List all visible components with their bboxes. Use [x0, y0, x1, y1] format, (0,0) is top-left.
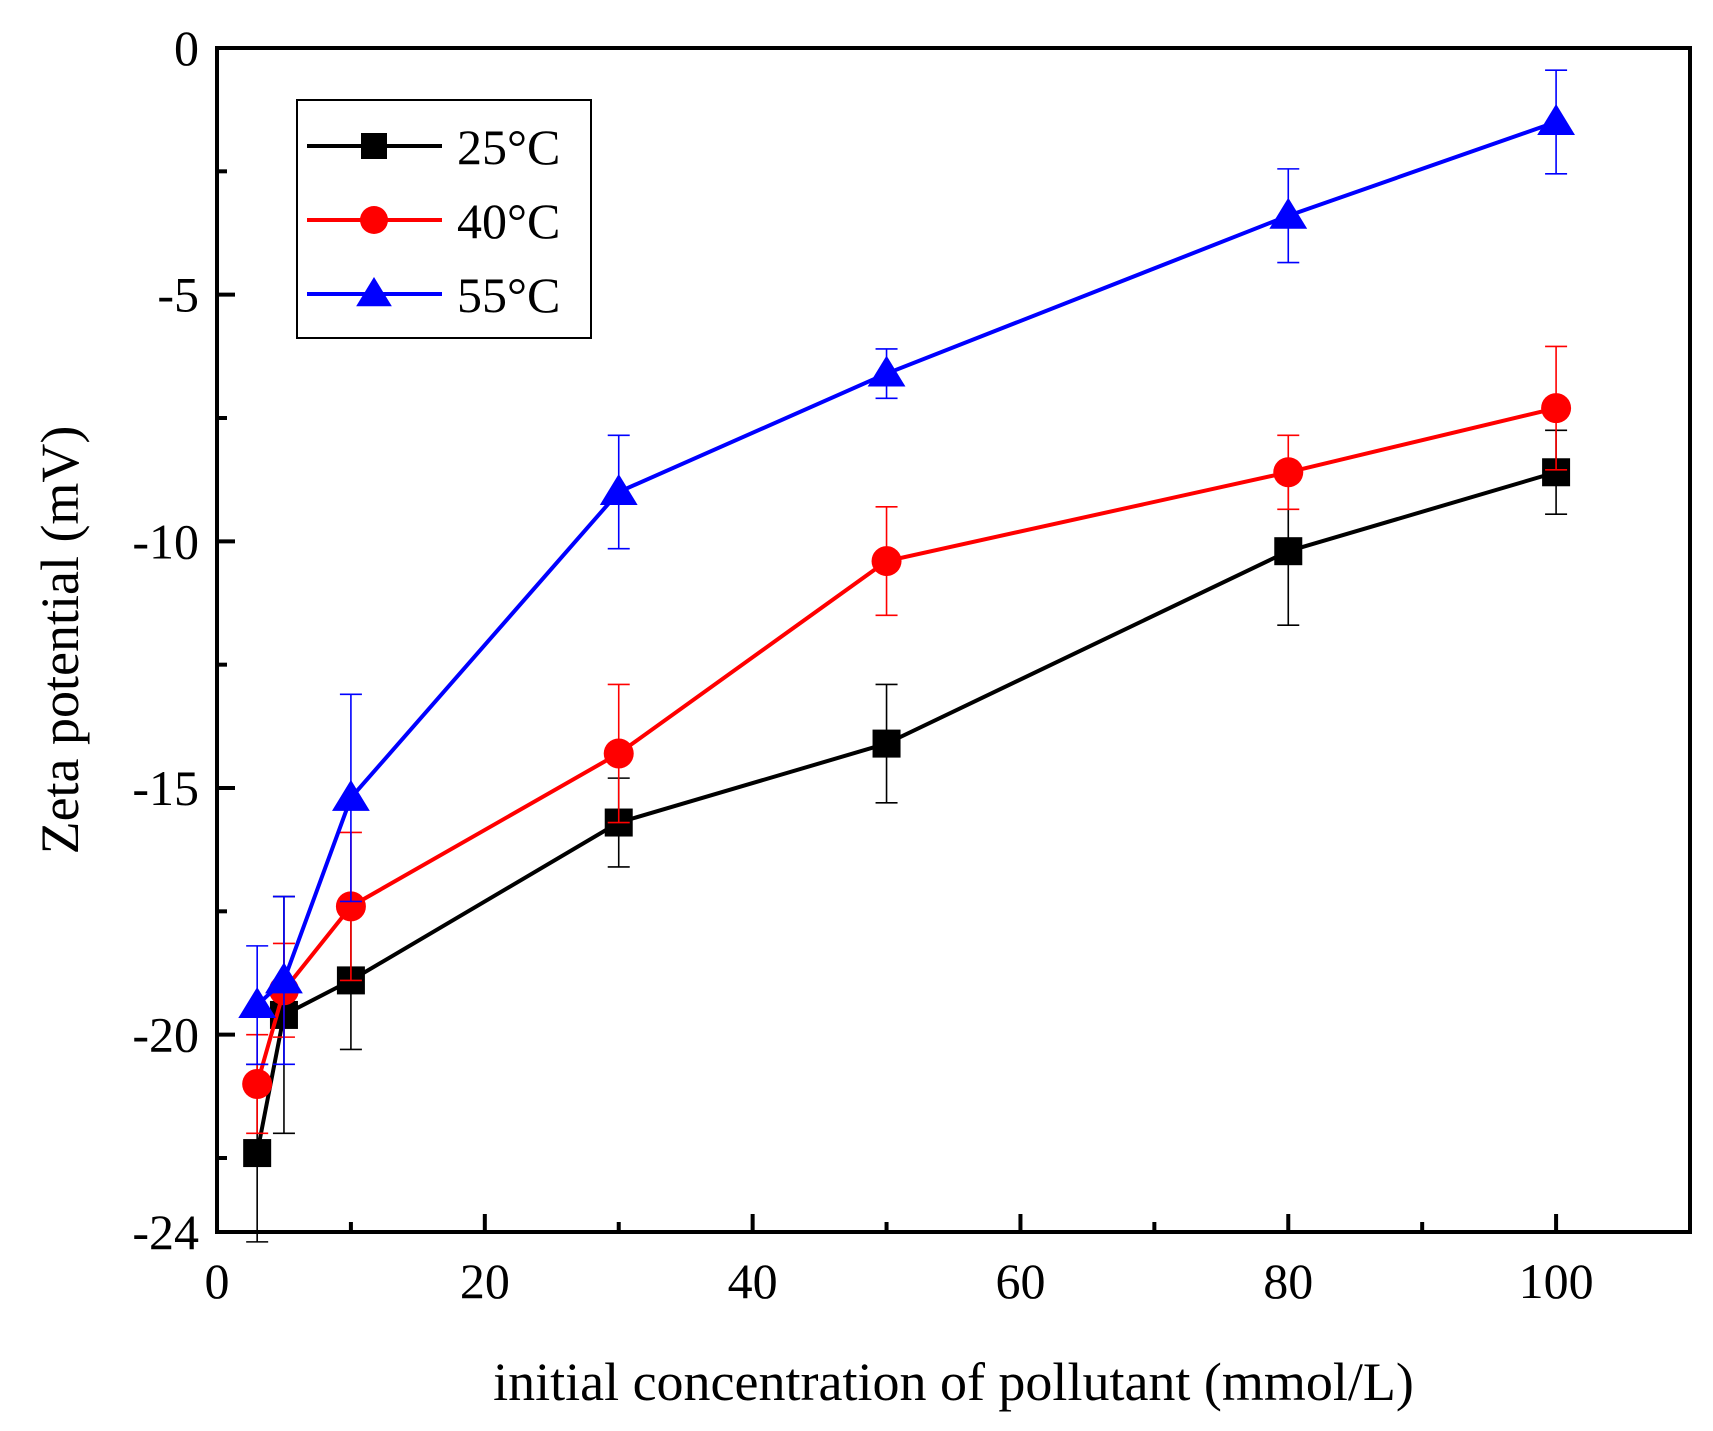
y-axis-label: Zeta potential (mV) [30, 426, 90, 855]
legend-marker-2 [356, 277, 392, 307]
x-tick-label-0: 0 [205, 1253, 230, 1309]
legend-marker-0 [361, 133, 387, 159]
plot-area [238, 69, 1575, 1243]
y-tick-label-0: -24 [132, 1204, 199, 1260]
x-tick-label-4: 80 [1263, 1253, 1313, 1309]
data-point-0-0 [243, 1139, 272, 1168]
data-point-2-5 [1269, 197, 1308, 229]
plot-frame [215, 46, 1692, 1234]
data-point-0-5 [1274, 537, 1303, 566]
data-point-2-4 [867, 355, 906, 387]
data-point-1-5 [1273, 457, 1304, 488]
tick-labels: 0 20 40 60 80 100 -24 -20 -15 -10 -5 0 [132, 20, 1593, 1309]
series-2 [238, 69, 1575, 1066]
legend: 25°C 40°C 55°C [296, 99, 592, 339]
legend-label-1: 40°C [457, 193, 560, 249]
data-point-1-2 [335, 891, 366, 922]
x-tick-label-3: 60 [995, 1253, 1045, 1309]
data-point-2-1 [265, 962, 303, 994]
y-tick-label-2: -15 [132, 760, 199, 816]
data-point-2-3 [599, 474, 638, 505]
data-point-1-0 [242, 1069, 273, 1099]
x-axis-label: initial concentration of pollutant (mmol… [493, 1352, 1414, 1412]
data-point-1-4 [871, 546, 902, 577]
legend-label-2: 55°C [457, 267, 560, 323]
legend-label-0: 25°C [457, 119, 560, 175]
x-tick-label-1: 20 [460, 1253, 510, 1309]
data-point-2-2 [332, 779, 370, 811]
y-tick-label-1: -20 [132, 1007, 199, 1063]
data-point-2-0 [238, 987, 277, 1019]
y-tick-label-5: 0 [174, 20, 199, 76]
y-tick-label-3: -10 [132, 513, 199, 569]
y-tick-label-4: -5 [157, 267, 199, 323]
x-tick-label-2: 40 [728, 1253, 778, 1309]
data-point-1-6 [1541, 393, 1572, 424]
x-tick-label-5: 100 [1519, 1253, 1594, 1309]
data-point-1-3 [603, 738, 634, 769]
data-point-2-6 [1537, 104, 1575, 135]
legend-marker-1 [360, 206, 388, 234]
data-point-0-4 [872, 729, 901, 758]
